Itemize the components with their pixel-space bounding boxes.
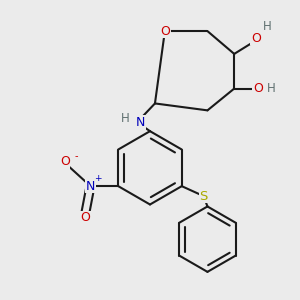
Text: O: O — [160, 25, 170, 38]
Text: H: H — [266, 82, 275, 95]
Text: O: O — [81, 212, 91, 224]
Text: N: N — [86, 180, 95, 193]
Text: +: + — [94, 174, 101, 183]
Text: S: S — [200, 190, 208, 202]
Text: O: O — [60, 155, 70, 168]
Text: H: H — [262, 20, 271, 33]
Text: -: - — [75, 152, 78, 161]
Text: H: H — [121, 112, 130, 125]
Text: N: N — [135, 116, 145, 129]
Text: O: O — [253, 82, 263, 95]
Text: O: O — [251, 32, 261, 44]
